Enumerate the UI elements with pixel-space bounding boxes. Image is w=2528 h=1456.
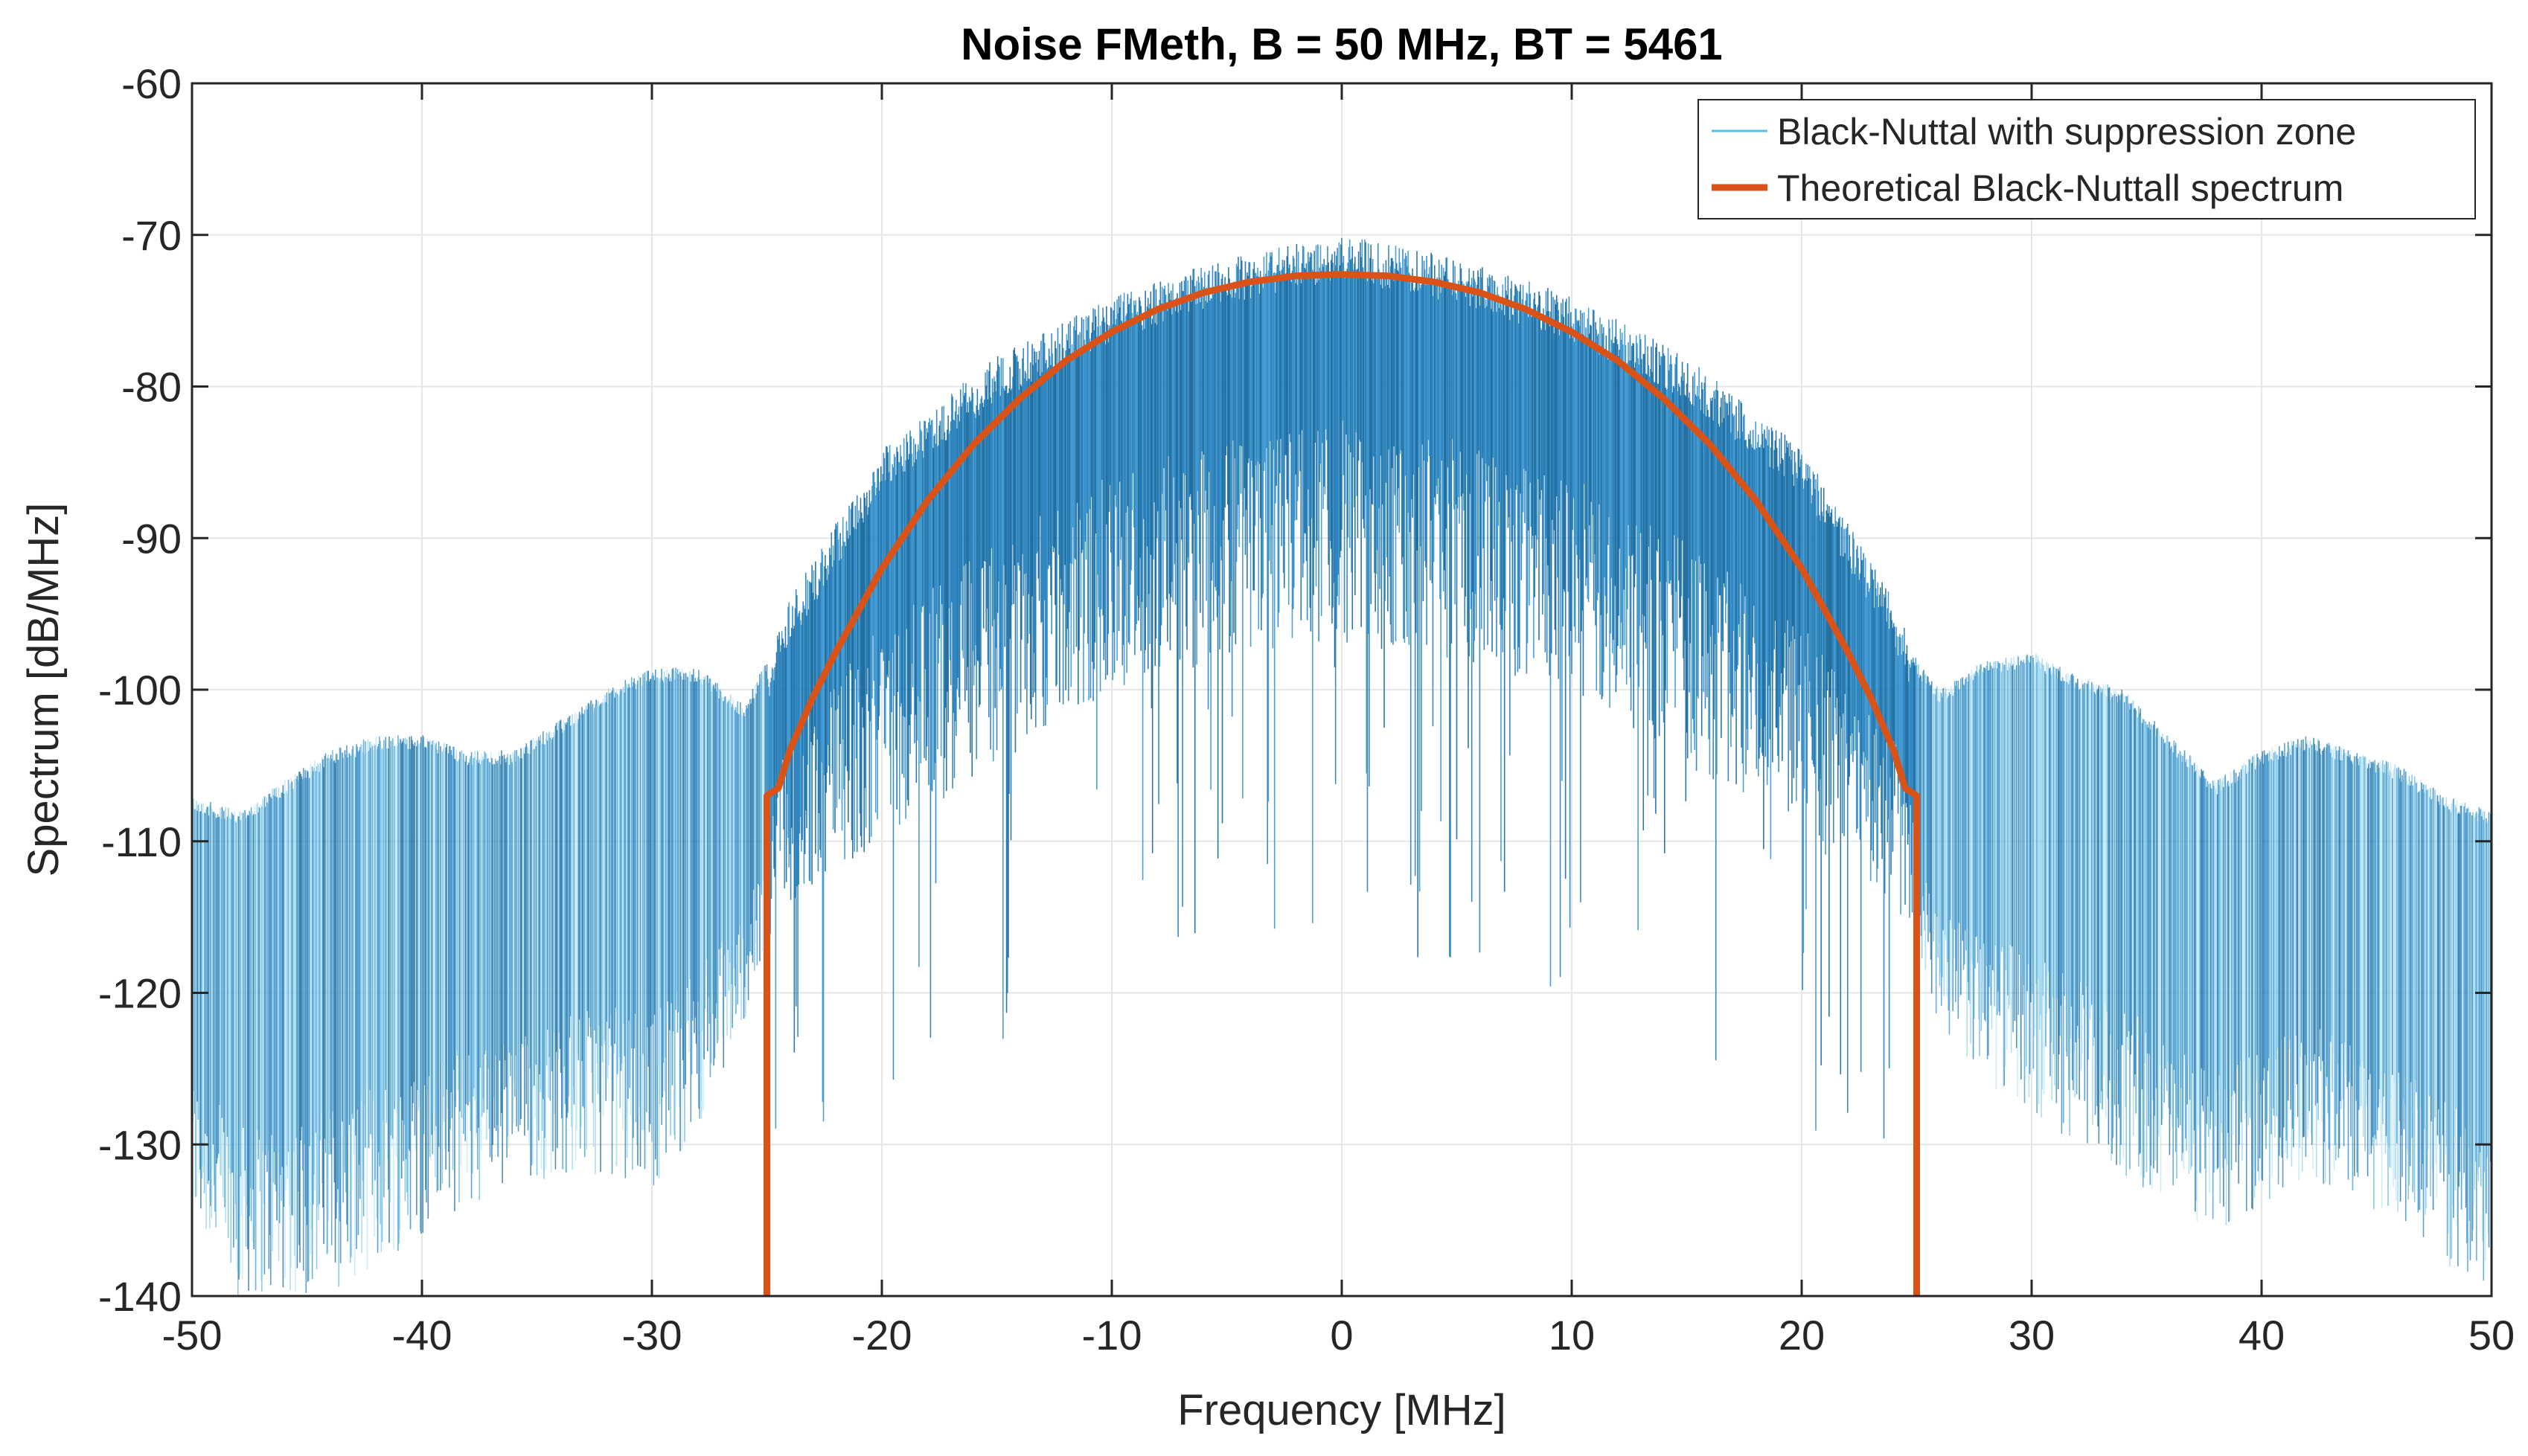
legend-label-theory: Theoretical Black-Nuttall spectrum: [1777, 167, 2343, 209]
x-tick-label: 20: [1779, 1312, 1825, 1359]
x-tick-label: -40: [392, 1312, 452, 1359]
x-tick-label: 10: [1549, 1312, 1595, 1359]
plot-area: [192, 237, 2492, 1296]
legend-box: [1697, 99, 2476, 219]
y-tick-label: -60: [121, 60, 182, 107]
y-tick-label: -80: [121, 364, 182, 411]
x-tick-label: -10: [1082, 1312, 1142, 1359]
legend-label-measured: Black-Nuttal with suppression zone: [1777, 111, 2356, 153]
series-measured: [192, 237, 2492, 1295]
x-tick-label: -20: [852, 1312, 912, 1359]
legend: Black-Nuttal with suppression zone Theor…: [1697, 99, 2476, 219]
ticks: -50 -40 -30 -20 -10 0 10 20 30 40 50-60-70-80-90-1…: [98, 60, 2515, 1359]
y-axis-label: Spectrum [dB/MHz]: [19, 503, 68, 877]
y-tick-label: -90: [121, 515, 182, 562]
y-tick-label: -120: [98, 970, 182, 1017]
x-tick-label: 0: [1330, 1312, 1353, 1359]
series-theoretical: [764, 271, 1920, 1296]
x-tick-label: -50: [162, 1312, 223, 1359]
y-tick-label: -130: [98, 1121, 182, 1168]
y-tick-label: -110: [101, 818, 182, 865]
y-tick-label: -70: [121, 212, 182, 259]
x-tick-label: 40: [2239, 1312, 2285, 1359]
x-tick-label: -30: [622, 1312, 682, 1359]
y-tick-label: -100: [98, 667, 182, 713]
x-axis-label: Frequency [MHz]: [1177, 1386, 1506, 1434]
y-tick-label: -140: [98, 1273, 182, 1320]
chart-title: Noise FMeth, B = 50 MHz, BT = 5461: [961, 19, 1723, 69]
x-tick-label: 50: [2468, 1312, 2515, 1359]
x-tick-label: 30: [2009, 1312, 2055, 1359]
